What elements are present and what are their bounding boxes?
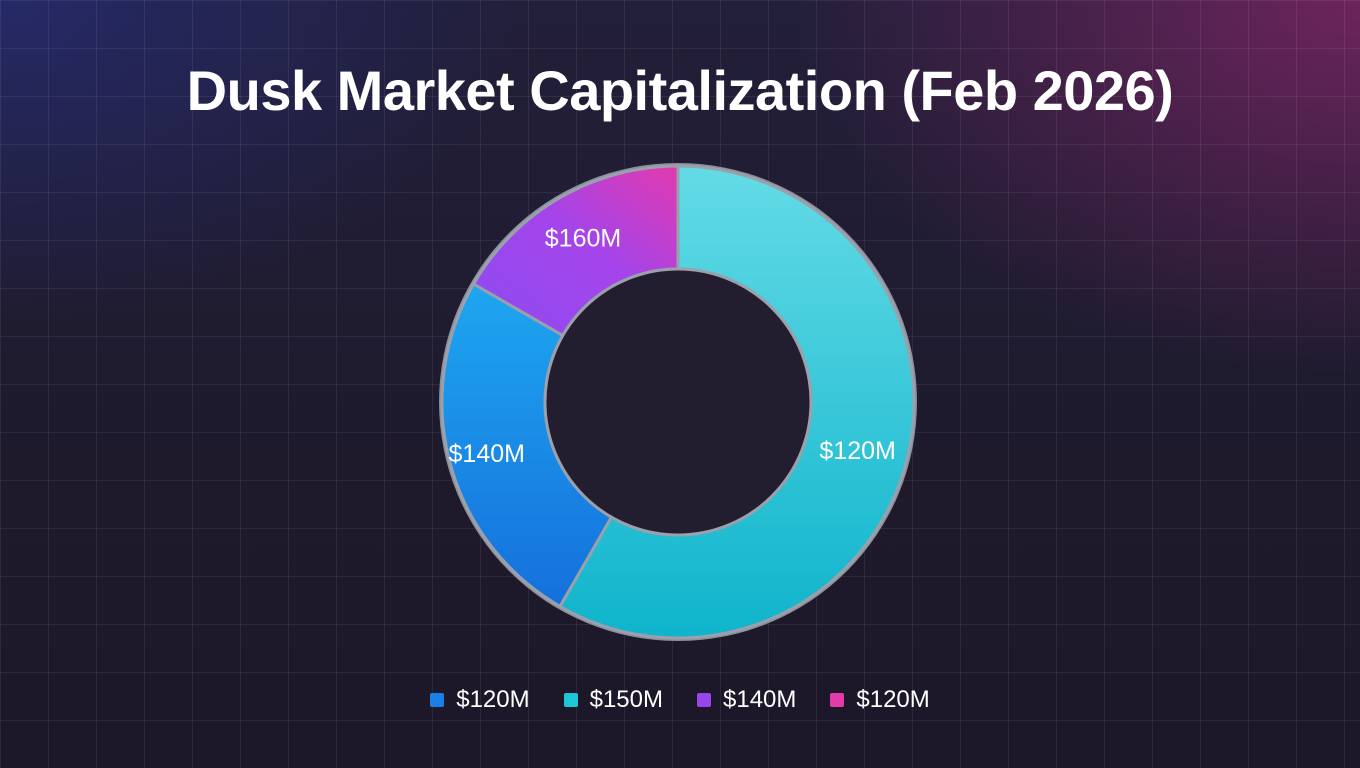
chart-legend: $120M $150M $140M $120M [0, 686, 1360, 714]
legend-label-1: $120M [456, 686, 530, 713]
legend-item-3: $140M [697, 686, 796, 714]
slice-label-3: $160M [545, 224, 621, 252]
legend-label-2: $150M [589, 686, 663, 713]
legend-item-4: $120M [830, 686, 930, 714]
legend-swatch-3 [697, 693, 711, 707]
legend-item-1: $120M [430, 686, 530, 714]
legend-label-4: $120M [856, 686, 930, 713]
donut-hole [543, 267, 813, 537]
legend-item-2: $150M [563, 686, 663, 714]
chart-title: Dusk Market Capitalization (Feb 2026) [186, 59, 1174, 122]
legend-label-3: $140M [723, 686, 797, 713]
slice-label-1: $120M [819, 437, 895, 465]
slice-label-2: $140M [449, 440, 525, 468]
legend-swatch-4 [830, 693, 845, 707]
legend-swatch-1 [430, 693, 445, 707]
legend-swatch-2 [563, 693, 578, 707]
